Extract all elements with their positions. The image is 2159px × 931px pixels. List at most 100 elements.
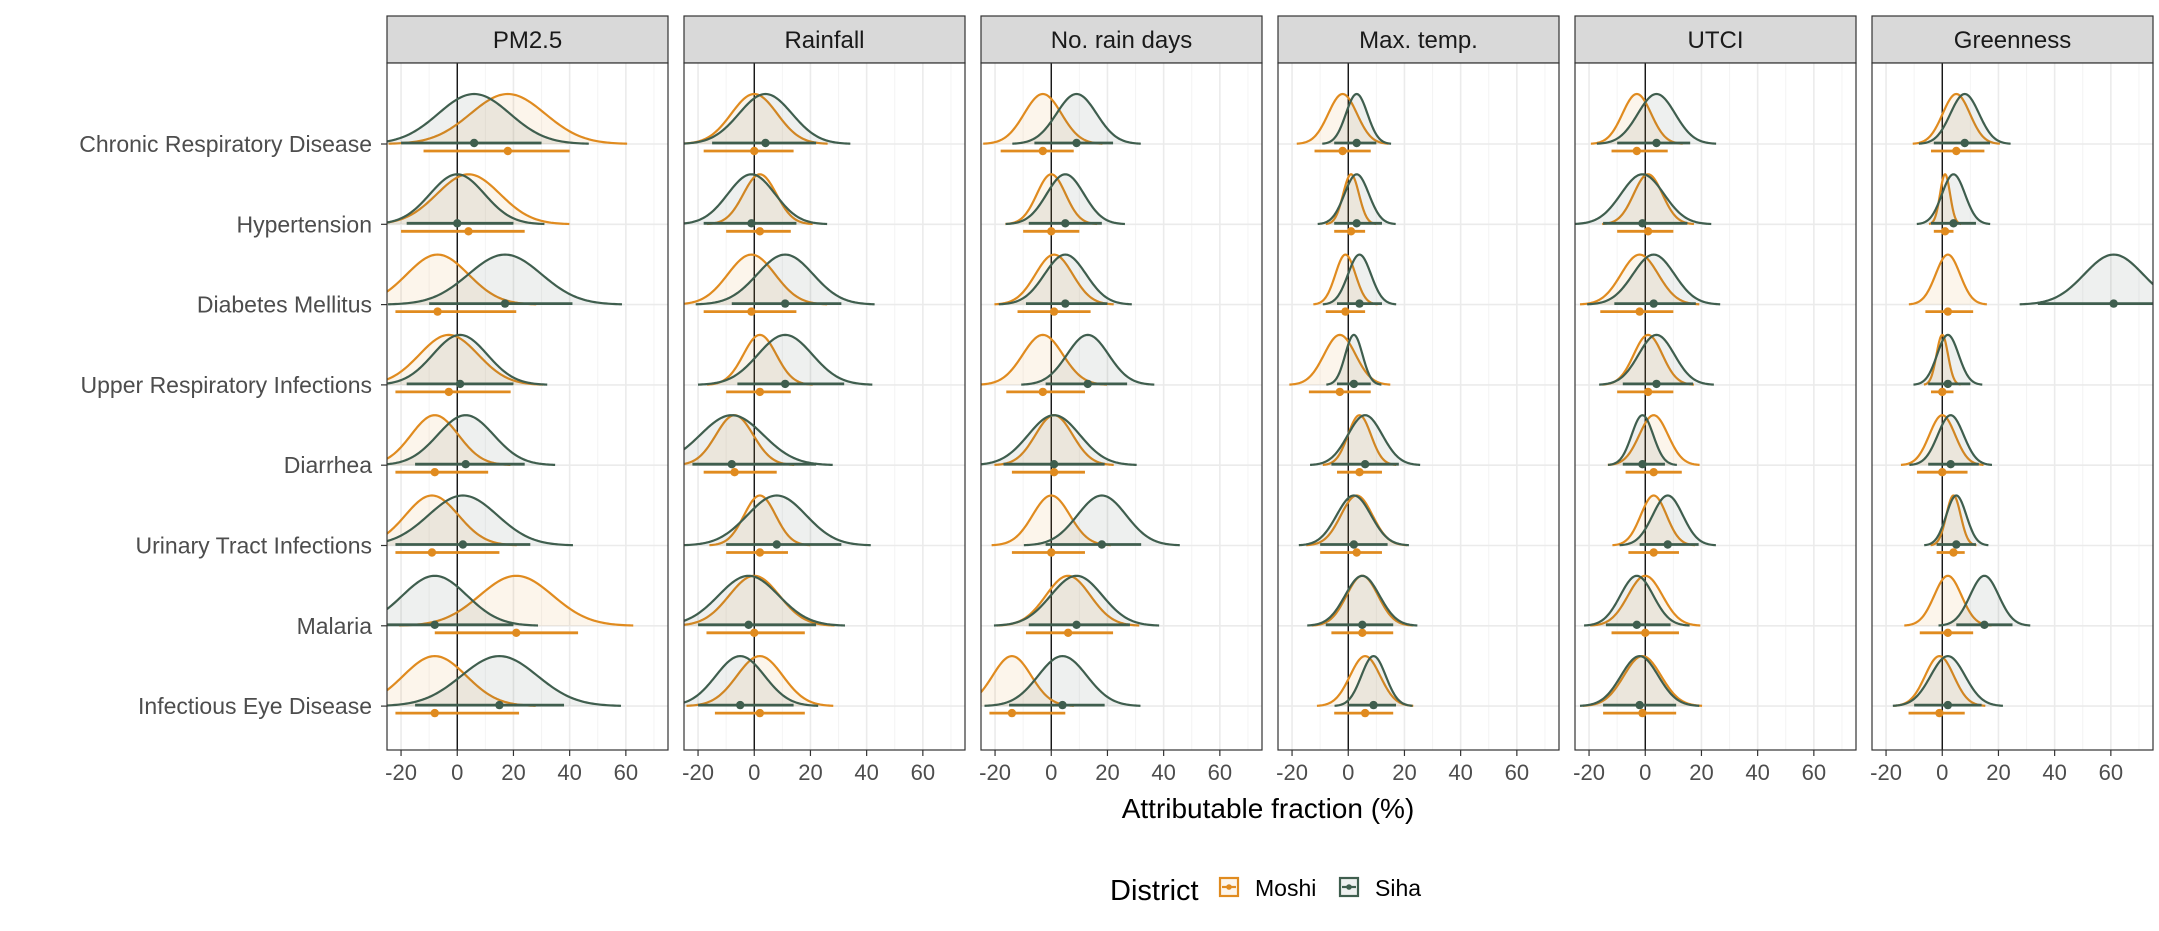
siha-point-estimate xyxy=(1349,540,1359,549)
facet-panel: UTCI -20 0 20 40 60 xyxy=(1573,15,1857,785)
moshi-point-estimate xyxy=(1632,146,1642,156)
moshi-density-curve xyxy=(1930,494,1977,547)
x-tick-label: 20 xyxy=(1392,760,1416,785)
x-tick-label: 40 xyxy=(1448,760,1472,785)
moshi-density-curve xyxy=(1928,173,1962,226)
moshi-density-curve xyxy=(387,654,536,707)
siha-density-curve xyxy=(388,253,623,306)
row-label: Infectious Eye Disease xyxy=(138,693,372,719)
density-layer xyxy=(387,92,634,718)
siha-density-curve xyxy=(695,253,875,306)
siha-density-curve xyxy=(1607,414,1677,466)
facet-panel: Rainfall -20 0 20 40 60 xyxy=(682,15,966,785)
moshi-point-estimate xyxy=(1038,387,1048,397)
siha-point-estimate xyxy=(1349,379,1359,389)
x-tick-label: 60 xyxy=(1208,760,1232,785)
siha-density-curve xyxy=(1913,333,1983,386)
siha-point-estimate xyxy=(1635,700,1644,710)
siha-density-curve xyxy=(1005,173,1125,226)
siha-point-estimate xyxy=(458,540,468,549)
siha-density-curve xyxy=(1619,494,1716,547)
x-tick-label: 0 xyxy=(1342,760,1354,785)
density-layer xyxy=(684,92,875,718)
moshi-point-estimate xyxy=(1360,708,1370,718)
moshi-density-curve xyxy=(1325,173,1377,226)
siha-density-fill xyxy=(981,415,1137,466)
moshi-point-estimate xyxy=(1049,307,1059,316)
moshi-point-estimate xyxy=(1952,146,1961,156)
siha-point-estimate xyxy=(1358,620,1367,629)
siha-point-estimate xyxy=(1638,460,1647,469)
moshi-density-fill xyxy=(388,94,628,144)
siha-density-curve xyxy=(998,253,1132,306)
x-tick-label: 20 xyxy=(501,760,525,785)
x-tick-label: -20 xyxy=(385,760,417,785)
siha-density-curve xyxy=(1596,92,1717,145)
siha-density-curve xyxy=(1583,574,1690,627)
siha-density-curve xyxy=(1021,333,1155,386)
row-label: Malaria xyxy=(297,613,373,639)
panel-border xyxy=(1277,62,1560,751)
moshi-point-estimate xyxy=(750,146,759,156)
facet-strip-label: No. rain days xyxy=(1051,27,1192,54)
row-label: Upper Respiratory Infections xyxy=(81,372,372,398)
moshi-density-curve xyxy=(1590,574,1701,627)
siha-density-fill xyxy=(695,254,875,305)
siha-point-estimate xyxy=(1649,299,1658,308)
moshi-point-estimate xyxy=(1938,387,1947,397)
siha-density-curve xyxy=(387,333,548,386)
siha-point-estimate xyxy=(1072,620,1081,629)
siha-density-fill xyxy=(684,656,819,707)
moshi-density-curve xyxy=(387,333,543,386)
siha-density-fill xyxy=(388,254,623,305)
siha-density-curve xyxy=(1309,414,1421,466)
siha-density-curve xyxy=(1326,333,1382,386)
moshi-point-estimate xyxy=(444,387,454,397)
siha-density-fill xyxy=(387,334,548,385)
moshi-point-estimate xyxy=(1346,227,1356,236)
panel-background xyxy=(387,63,668,750)
x-tick-label: 0 xyxy=(1936,760,1948,785)
panel-background xyxy=(1278,63,1559,750)
facet-strip xyxy=(386,15,669,64)
moshi-density-fill xyxy=(399,575,634,626)
moshi-point-estimate xyxy=(755,227,765,236)
siha-point-estimate xyxy=(747,219,756,228)
facet-strip-label: Max. temp. xyxy=(1359,27,1478,54)
siha-point-estimate xyxy=(495,700,504,710)
moshi-density-curve xyxy=(686,654,834,707)
siha-point-estimate xyxy=(1072,138,1081,148)
x-tick-label: -20 xyxy=(979,760,1011,785)
siha-point-estimate xyxy=(1355,299,1364,308)
siha-point-estimate xyxy=(1632,620,1642,629)
moshi-density-curve xyxy=(1904,574,1992,627)
facet-strip xyxy=(1871,15,2154,64)
moshi-point-estimate xyxy=(755,708,765,718)
siha-density-curve xyxy=(1334,654,1413,707)
moshi-density-curve xyxy=(709,494,811,547)
moshi-density-curve xyxy=(1296,92,1389,145)
siha-point-estimate xyxy=(772,540,781,549)
panel-border xyxy=(1871,62,2154,751)
siha-density-curve xyxy=(387,173,545,226)
x-tick-label: 0 xyxy=(1045,760,1057,785)
siha-density-curve xyxy=(684,654,819,707)
moshi-density-curve xyxy=(981,654,1074,707)
siha-point-estimate xyxy=(461,460,470,469)
siha-density-fill xyxy=(387,575,538,626)
moshi-density-curve xyxy=(1607,414,1700,466)
density-layer xyxy=(1575,92,1721,718)
moshi-density-curve xyxy=(684,92,828,145)
moshi-point-estimate xyxy=(750,628,759,637)
facet-strip-label: UTCI xyxy=(1688,27,1744,54)
siha-density-curve xyxy=(684,173,828,226)
moshi-point-estimate xyxy=(1649,548,1658,557)
moshi-density-curve xyxy=(399,574,634,627)
moshi-density-curve xyxy=(994,253,1114,306)
siha-point-estimate xyxy=(1061,299,1070,308)
siha-point-estimate xyxy=(1061,219,1070,228)
siha-point-estimate xyxy=(744,620,753,629)
facet-strip-label: Rainfall xyxy=(784,27,864,54)
siha-point-estimate xyxy=(1980,620,1989,629)
